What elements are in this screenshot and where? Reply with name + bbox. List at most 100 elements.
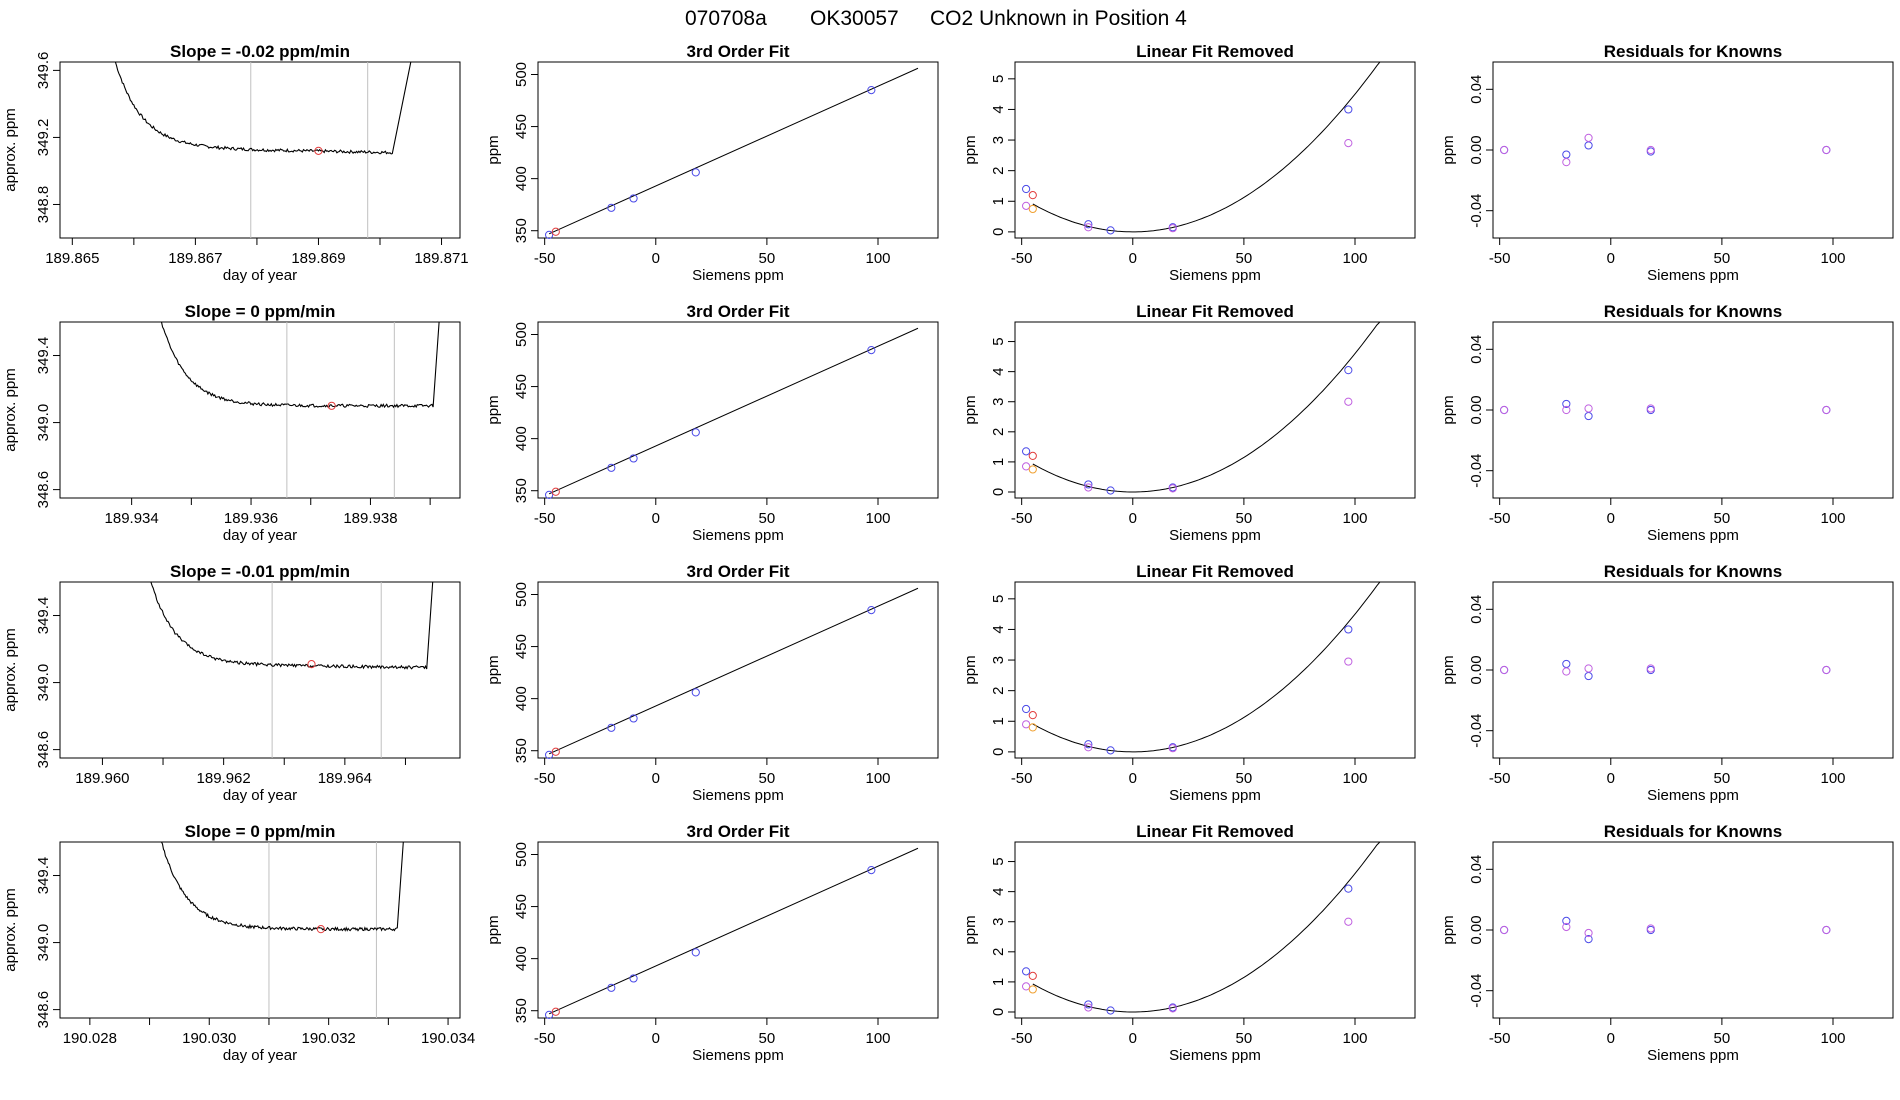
x-axis-label: Siemens ppm (692, 267, 784, 284)
y-tick-label: 4 (990, 625, 1007, 633)
y-axis-label: ppm (485, 395, 502, 424)
fit-curve (1032, 841, 1395, 1013)
panel-r2-c2: Linear Fit Removed -50 0 50 100 Siemens ppm 0 1… (962, 562, 1416, 804)
panel-title: Residuals for Knowns (1604, 822, 1783, 841)
x-tick-label: 100 (1342, 770, 1367, 787)
x-tick-label: 0 (1607, 1030, 1615, 1047)
unknown-sample-point (314, 146, 323, 155)
data-point (551, 487, 560, 496)
x-axis-label: day of year (223, 527, 297, 544)
y-tick-label: 0.00 (1468, 395, 1485, 424)
y-tick-label: 0.04 (1468, 855, 1485, 884)
data-point (607, 203, 616, 212)
data-point (1646, 664, 1655, 673)
y-tick-label: 500 (513, 842, 530, 867)
x-tick-label: 50 (1236, 250, 1253, 267)
x-axis-label: Siemens ppm (692, 787, 784, 804)
data-point (1500, 405, 1509, 415)
x-tick-label: 50 (1236, 770, 1253, 787)
panel-title: 3rd Order Fit (687, 42, 790, 61)
y-tick-label: 350 (513, 218, 530, 243)
x-tick-label: -50 (1011, 1030, 1033, 1047)
y-axis-label: ppm (962, 135, 979, 164)
y-axis-label: ppm (1440, 135, 1457, 164)
x-tick-label: 100 (1342, 250, 1367, 267)
data-point (1562, 916, 1571, 925)
data-point (1562, 659, 1571, 669)
concentration-trace (160, 321, 440, 409)
y-tick-label: 5 (990, 337, 1007, 345)
data-point (551, 1007, 560, 1016)
x-tick-label: 0 (1129, 770, 1137, 787)
data-point (1562, 150, 1571, 159)
main-title-sample: OK30057 (810, 7, 899, 30)
unknown-sample-point (307, 660, 316, 669)
data-point (1028, 723, 1037, 732)
data-point (545, 750, 554, 759)
y-tick-label: 1 (990, 197, 1007, 205)
panel-title: Residuals for Knowns (1604, 42, 1783, 61)
y-tick-label: 349.0 (35, 664, 52, 702)
y-tick-label: 400 (513, 686, 530, 711)
x-tick-label: -50 (1011, 510, 1033, 527)
data-point (1562, 399, 1571, 409)
data-point (691, 688, 700, 697)
panel-r3-c0: Slope = 0 ppm/min 190.028 190.030 190.032 19… (2, 822, 475, 1064)
data-point (867, 866, 876, 875)
panel-title: 3rd Order Fit (687, 302, 790, 321)
data-point (867, 606, 876, 615)
x-tick-label: 189.934 (105, 510, 159, 527)
y-tick-label: 349.4 (35, 857, 52, 895)
concentration-trace (161, 841, 404, 932)
data-point (1028, 204, 1037, 214)
data-point (545, 230, 554, 239)
x-tick-label: -50 (1489, 510, 1511, 527)
x-tick-label: 0 (1607, 770, 1615, 787)
x-axis-label: Siemens ppm (1169, 527, 1261, 544)
data-point (1344, 884, 1353, 893)
data-point (867, 86, 876, 95)
panel-title: Linear Fit Removed (1136, 562, 1294, 581)
x-tick-label: 100 (1342, 1030, 1367, 1047)
y-axis-label: approx. ppm (2, 628, 19, 711)
data-point (1562, 922, 1571, 932)
y-tick-label: -0.04 (1468, 194, 1485, 228)
y-axis-label: ppm (1440, 655, 1457, 684)
y-tick-label: 349.4 (35, 597, 52, 635)
y-tick-label: 348.8 (35, 186, 52, 224)
fit-line (548, 587, 919, 755)
panel-r1-c2: Linear Fit Removed -50 0 50 100 Siemens ppm 0 1… (962, 302, 1416, 544)
plot-frame (1492, 61, 1894, 239)
plot-frame (1014, 841, 1416, 1019)
data-point (1584, 411, 1593, 421)
y-tick-label: 4 (990, 367, 1007, 375)
y-tick-label: 348.6 (35, 471, 52, 509)
panel-r2-c0: Slope = -0.01 ppm/min 189.960 189.962 189.9… (2, 562, 461, 804)
panel-r1-c3: Residuals for Knowns -50 0 50 100 Siemens ppm… (1440, 302, 1894, 544)
data-point (629, 714, 638, 723)
data-point (1084, 1003, 1093, 1012)
x-tick-label: 190.032 (302, 1030, 356, 1047)
y-tick-label: -0.04 (1468, 714, 1485, 748)
data-point (1022, 704, 1031, 714)
panel-r0-c2: Linear Fit Removed -50 0 50 100 Siemens ppm 0 1… (962, 42, 1416, 284)
x-tick-label: -50 (1011, 250, 1033, 267)
y-tick-label: 1 (990, 717, 1007, 725)
y-tick-label: 400 (513, 166, 530, 191)
x-tick-label: 0 (1129, 510, 1137, 527)
data-point (1084, 480, 1093, 489)
x-tick-label: 0 (652, 1030, 660, 1047)
data-point (1168, 484, 1177, 493)
panel-title: Slope = -0.02 ppm/min (170, 42, 350, 61)
y-tick-label: 500 (513, 62, 530, 87)
y-tick-label: 1 (990, 458, 1007, 466)
y-tick-label: 3 (990, 918, 1007, 926)
x-tick-label: 100 (865, 770, 890, 787)
x-tick-label: 190.034 (421, 1030, 475, 1047)
data-point (1646, 924, 1655, 933)
panel-title: Linear Fit Removed (1136, 822, 1294, 841)
x-tick-label: 100 (1820, 1030, 1845, 1047)
data-point (629, 454, 638, 463)
data-point (1022, 462, 1031, 471)
x-tick-label: 189.871 (414, 250, 468, 267)
